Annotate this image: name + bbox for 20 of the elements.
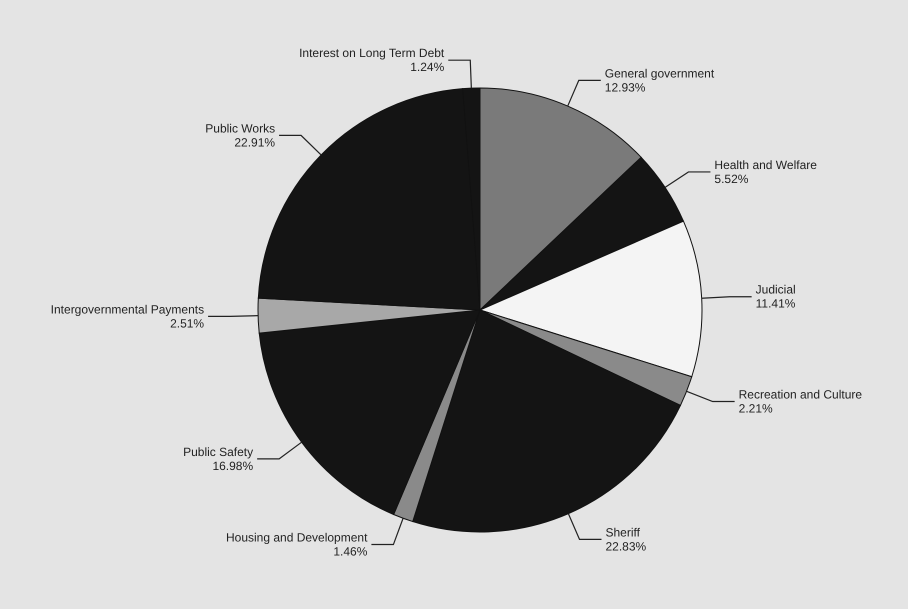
slice-label: Recreation and Culture bbox=[738, 388, 862, 402]
slice-label: Intergovernmental Payments bbox=[50, 302, 204, 316]
data-label: 16.98% bbox=[212, 458, 254, 473]
slice-label: Health and Welfare bbox=[714, 158, 818, 172]
data-label: 1.24% bbox=[410, 60, 445, 74]
data-label: 5.52% bbox=[714, 172, 749, 186]
slice-label: Sheriff bbox=[606, 525, 641, 540]
slice-label: Public Works bbox=[205, 121, 276, 136]
data-label: 22.91% bbox=[234, 135, 276, 150]
slice-label: Public Safety bbox=[183, 444, 254, 459]
data-label: 11.41% bbox=[756, 296, 796, 311]
data-label: 12.93% bbox=[604, 80, 646, 94]
data-label: 2.21% bbox=[738, 402, 773, 416]
data-label: 1.46% bbox=[333, 544, 368, 559]
slice-label: Judicial bbox=[756, 282, 796, 297]
slice-label: Housing and Development bbox=[226, 530, 368, 545]
slice-label: Interest on Long Term Debt bbox=[299, 46, 445, 60]
data-label: 2.51% bbox=[170, 316, 204, 330]
slice-label: General government bbox=[604, 66, 715, 80]
data-label: 22.83% bbox=[606, 539, 647, 554]
